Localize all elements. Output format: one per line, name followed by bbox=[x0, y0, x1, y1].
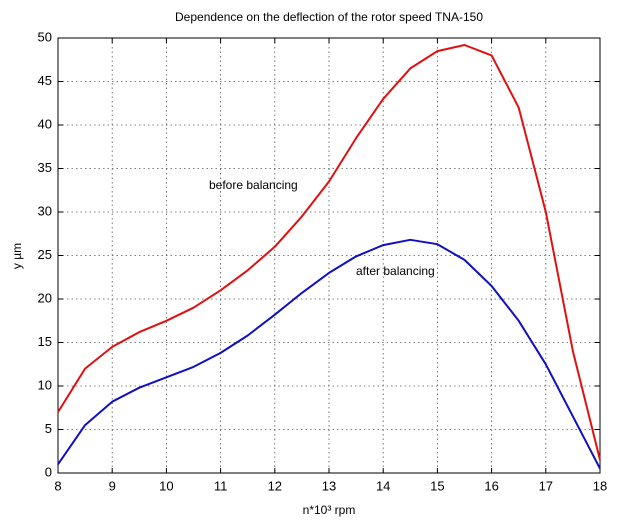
x-tick-label: 14 bbox=[376, 478, 390, 493]
chart-title: Dependence on the deflection of the roto… bbox=[175, 10, 483, 24]
x-tick-label: 8 bbox=[54, 478, 61, 493]
y-tick-label: 45 bbox=[38, 73, 52, 88]
y-tick-label: 10 bbox=[38, 377, 52, 392]
y-axis-label: y µm bbox=[10, 243, 24, 269]
x-tick-label: 16 bbox=[484, 478, 498, 493]
y-tick-label: 25 bbox=[38, 247, 52, 262]
x-tick-label: 18 bbox=[593, 478, 607, 493]
x-tick-label: 17 bbox=[539, 478, 553, 493]
data-line bbox=[57, 44, 601, 461]
annotation: before balancing bbox=[209, 178, 298, 192]
x-tick-label: 9 bbox=[109, 478, 116, 493]
axes-box bbox=[57, 37, 601, 474]
x-tick-label: 13 bbox=[322, 478, 336, 493]
y-tick-label: 15 bbox=[38, 334, 52, 349]
y-tick-label: 5 bbox=[45, 421, 52, 436]
y-tick-label: 40 bbox=[38, 116, 52, 131]
y-tick-label: 0 bbox=[45, 464, 52, 479]
y-tick-label: 35 bbox=[38, 160, 52, 175]
x-tick-label: 15 bbox=[430, 478, 444, 493]
annotation: after balancing bbox=[356, 264, 435, 278]
x-axis-label: n*10³ rpm bbox=[303, 503, 356, 517]
x-tick-label: 10 bbox=[159, 478, 173, 493]
data-line bbox=[57, 238, 601, 470]
x-tick-label: 11 bbox=[214, 478, 228, 493]
y-tick-label: 30 bbox=[38, 203, 52, 218]
y-tick-label: 50 bbox=[38, 29, 52, 44]
x-tick-label: 12 bbox=[268, 478, 282, 493]
y-tick-label: 20 bbox=[38, 290, 52, 305]
